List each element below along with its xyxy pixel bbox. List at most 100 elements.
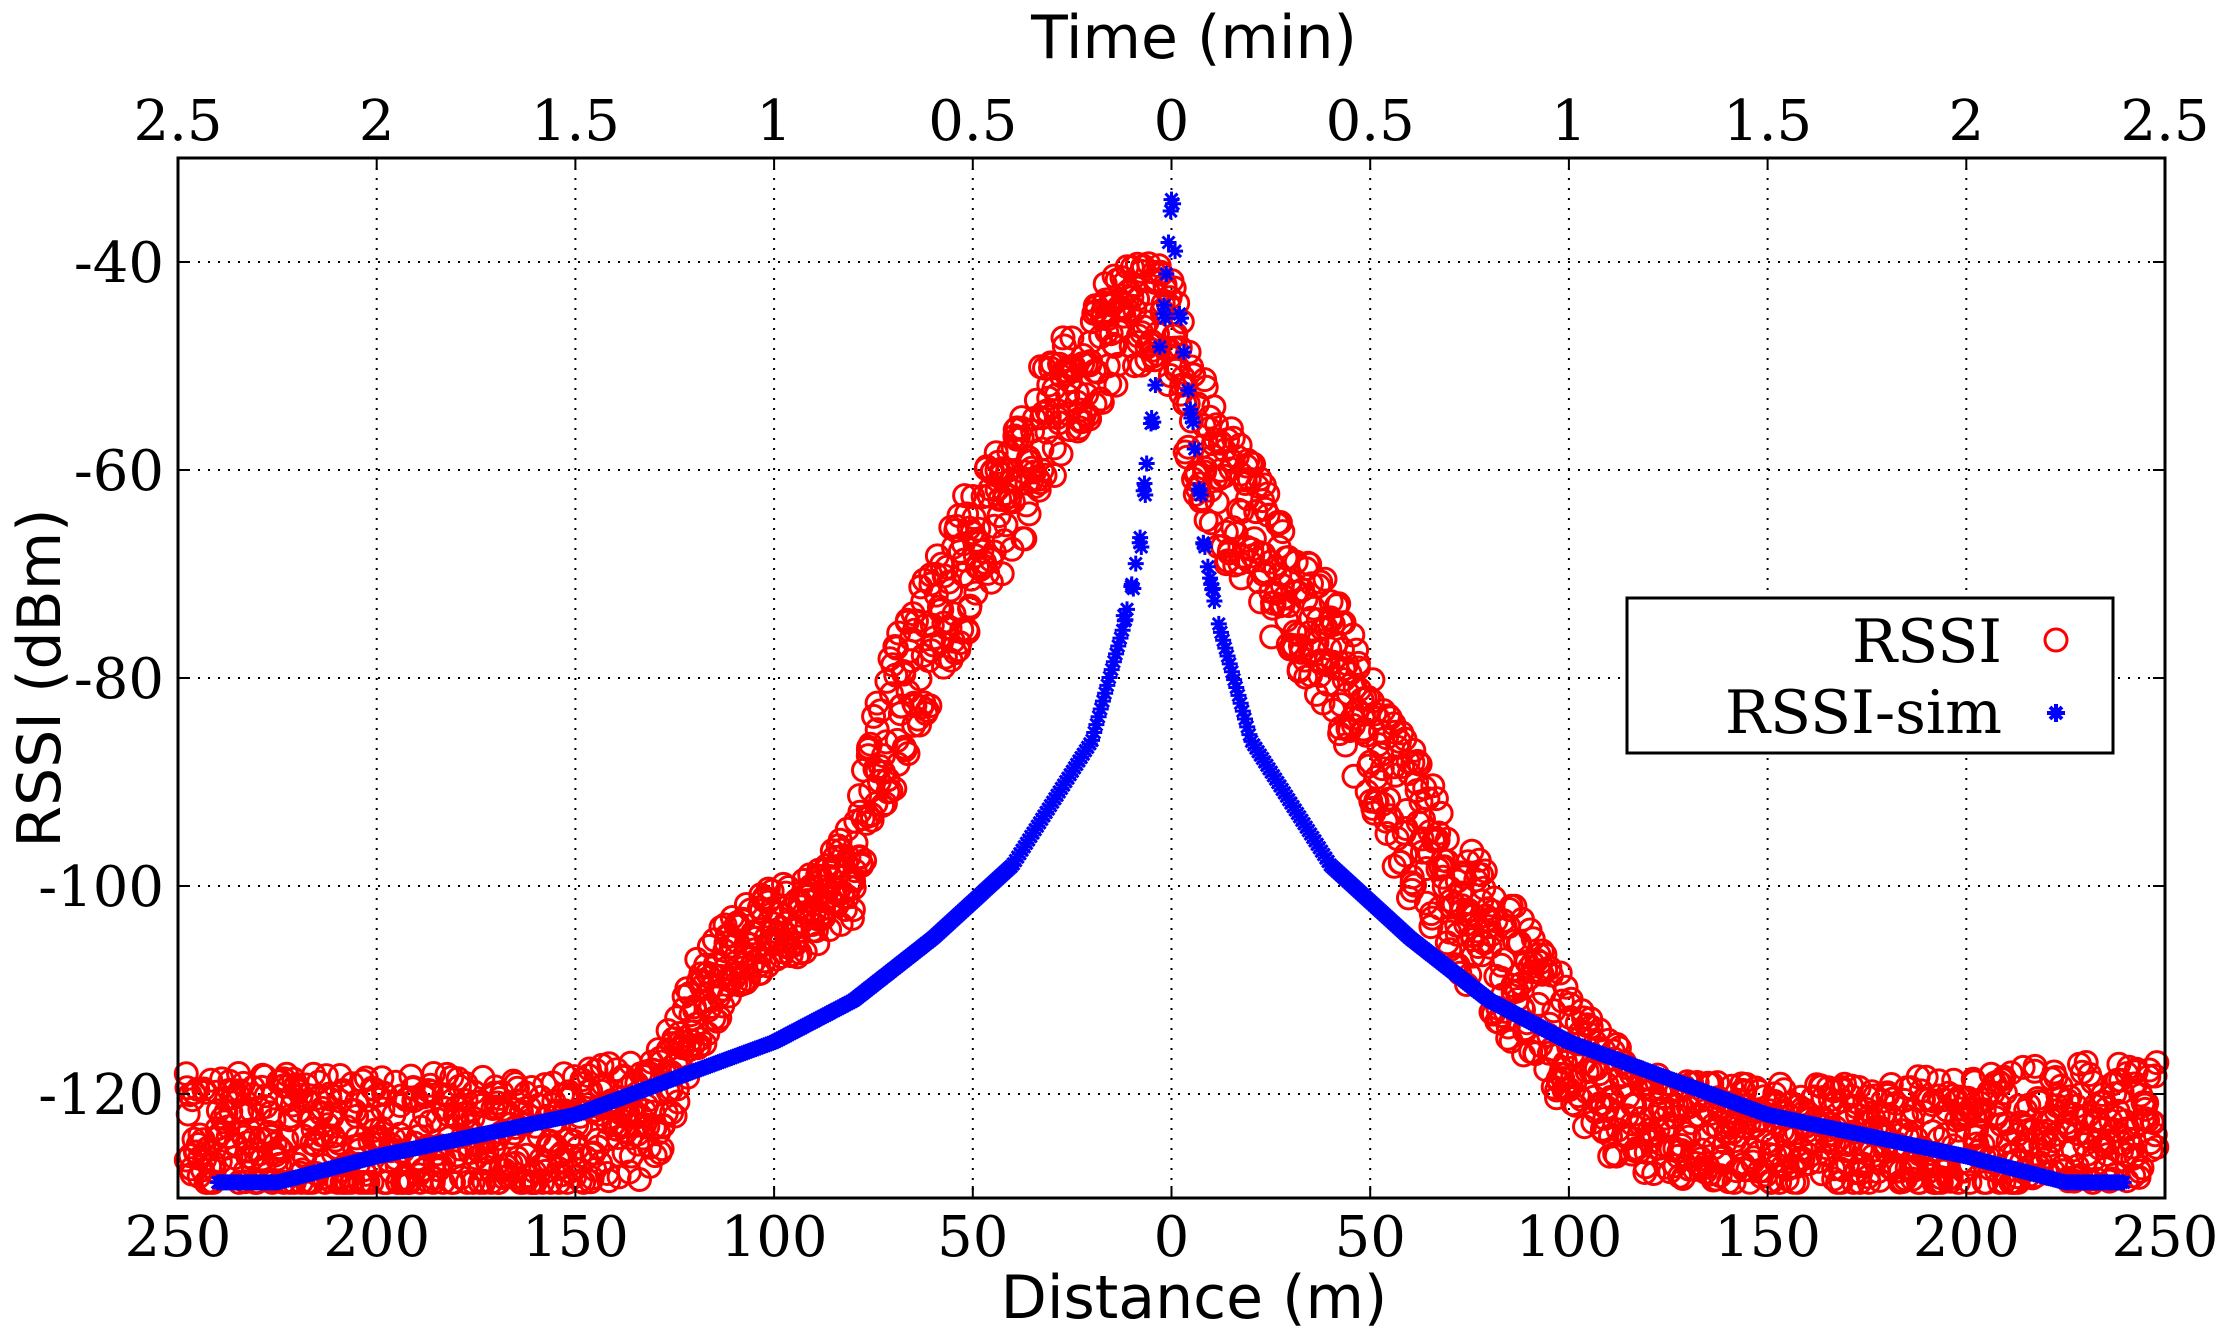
rssi-sim-point <box>1133 538 1150 555</box>
rssi-point <box>274 1127 300 1153</box>
x-tick-label-bottom: 150 <box>1714 1205 1821 1270</box>
rssi-point <box>914 697 940 723</box>
rssi-point <box>841 875 867 901</box>
x-tick-label-top: 1.5 <box>531 89 620 154</box>
x-tick-label-bottom: 150 <box>522 1205 629 1270</box>
rssi-point <box>665 1089 691 1115</box>
rssi-point <box>993 512 1019 538</box>
rssi-point <box>839 905 865 931</box>
rssi-point <box>460 1169 486 1195</box>
rssi-series <box>173 251 2170 1195</box>
rssi-point <box>1355 685 1381 711</box>
rssi-point <box>453 1088 479 1114</box>
rssi-sim-point <box>1184 414 1201 431</box>
rssi-point <box>1326 591 1352 617</box>
y-tick-label: -60 <box>74 439 164 504</box>
x-tick-label-top: 1 <box>1551 89 1587 154</box>
rssi-point <box>1409 826 1435 852</box>
rssi-point <box>1041 435 1067 461</box>
rssi-point <box>1360 667 1386 693</box>
y-tick-label: -40 <box>74 231 164 296</box>
rssi-point <box>1967 1102 1993 1128</box>
rssi-point <box>1878 1072 1904 1097</box>
rssi-point <box>596 1168 622 1194</box>
rssi-point <box>1477 934 1503 960</box>
rssi-point <box>1377 803 1403 829</box>
rssi-sim-point <box>1199 558 1216 575</box>
rssi-point <box>1402 872 1427 898</box>
x-tick-label-top: 2.5 <box>133 89 222 154</box>
rssi-point <box>1340 622 1366 648</box>
rssi-sim-point <box>2115 1174 2132 1191</box>
rssi-point <box>418 1079 444 1104</box>
rssi-point <box>1224 444 1250 470</box>
rssi-point <box>554 1169 580 1195</box>
rssi-point <box>1161 275 1187 301</box>
rssi-point <box>1012 526 1038 552</box>
rssi-point <box>707 1005 733 1031</box>
rssi-point <box>941 601 967 627</box>
rssi-point <box>1059 325 1085 351</box>
x-tick-label-top: 2.5 <box>2120 89 2209 154</box>
rssi-point <box>1423 786 1449 812</box>
rssi-sim-point <box>1125 580 1142 597</box>
rssi-point <box>1064 379 1090 405</box>
rssi-point <box>1899 1107 1925 1133</box>
rssi-point <box>917 693 943 719</box>
rssi-point <box>1420 773 1446 799</box>
rssi-point <box>1293 556 1319 582</box>
x-tick-label-bottom: 50 <box>937 1205 1008 1270</box>
rssi-point <box>1641 1161 1667 1186</box>
x-tick-label-top: 0.5 <box>928 89 1017 154</box>
rssi-point <box>1016 501 1042 527</box>
rssi-point <box>952 483 978 509</box>
x-tick-label-top: 1 <box>756 89 792 154</box>
bottom-axis-title: Distance (m) <box>1001 1263 1388 1333</box>
rssi-point <box>359 1169 385 1195</box>
rssi-point <box>1553 974 1579 1000</box>
rssi-point <box>1469 862 1495 888</box>
rssi-point <box>878 778 904 804</box>
rssi-sim-point <box>1117 611 1134 628</box>
x-tick-label-top: 0 <box>1154 89 1190 154</box>
rssi-sim-point <box>1147 377 1164 394</box>
rssi-point <box>1471 930 1497 956</box>
rssi-sim-point <box>1196 538 1213 555</box>
rssi-point <box>1138 328 1164 354</box>
x-tick-label-top: 1.5 <box>1723 89 1812 154</box>
rssi-point <box>1229 499 1255 525</box>
rssi-point <box>1407 751 1433 777</box>
rssi-point <box>1331 656 1357 682</box>
rssi-point <box>1077 406 1103 432</box>
x-tick-label-bottom: 50 <box>1335 1205 1406 1270</box>
rssi-point <box>817 917 843 942</box>
rssi-sim-point <box>1204 580 1221 597</box>
rssi-point <box>1529 961 1555 987</box>
rssi-point <box>198 1067 224 1093</box>
x-tick-label-bottom: 250 <box>125 1205 232 1270</box>
rssi-sim-point <box>1157 310 1174 327</box>
rssi-point <box>267 1135 293 1161</box>
rssi-sim-point <box>1138 455 1155 472</box>
rssi-point <box>1048 441 1074 467</box>
rssi-point <box>938 577 964 603</box>
rssi-point <box>822 844 847 870</box>
rssi-point <box>861 703 887 729</box>
rssi-point <box>2123 1059 2149 1085</box>
rssi-point <box>1270 519 1296 545</box>
rssi-sim-point <box>1175 344 1192 361</box>
rssi-point <box>1547 960 1573 986</box>
rssi-point <box>662 1103 688 1129</box>
rssi-point <box>969 538 995 564</box>
rssi-point <box>1428 800 1454 826</box>
rssi-point <box>1220 425 1246 451</box>
rssi-point <box>1026 477 1052 503</box>
rssi-point <box>421 1061 447 1086</box>
rssi-point <box>369 1065 395 1091</box>
rssi-point <box>1258 549 1284 575</box>
legend-label-rssi: RSSI <box>1852 607 2002 677</box>
y-axis-title: RSSI (dBm) <box>5 508 75 847</box>
rssi-point <box>1393 842 1419 868</box>
y-tick-label: -120 <box>38 1063 164 1128</box>
rssi-point <box>692 1031 718 1057</box>
